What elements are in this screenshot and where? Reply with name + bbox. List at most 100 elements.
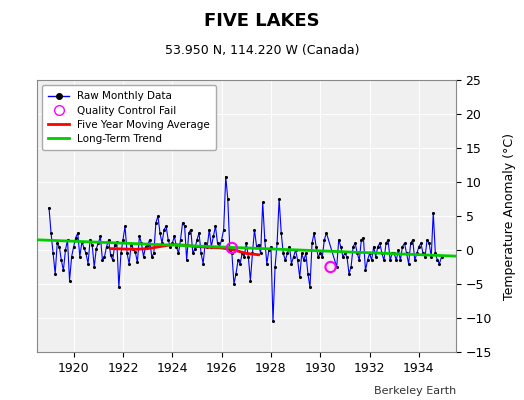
Point — [117, 250, 125, 257]
Point — [201, 240, 210, 246]
Point — [250, 226, 259, 233]
Point — [433, 257, 442, 263]
Point — [197, 250, 205, 257]
Point — [384, 237, 392, 243]
Point — [336, 243, 345, 250]
Point — [154, 213, 162, 219]
Point — [203, 243, 212, 250]
Point — [66, 278, 74, 284]
Point — [63, 237, 72, 243]
Point — [263, 260, 271, 267]
Point — [333, 264, 341, 270]
Point — [376, 240, 384, 246]
Point — [367, 257, 376, 263]
Point — [300, 257, 308, 263]
Point — [253, 243, 261, 250]
Point — [431, 250, 440, 257]
Point — [68, 254, 76, 260]
Point — [148, 254, 156, 260]
Point — [111, 241, 119, 248]
Point — [347, 264, 355, 270]
Point — [70, 243, 78, 250]
Point — [414, 243, 423, 250]
Text: 53.950 N, 114.220 W (Canada): 53.950 N, 114.220 W (Canada) — [165, 44, 359, 57]
Y-axis label: Temperature Anomaly (°C): Temperature Anomaly (°C) — [503, 132, 516, 300]
Point — [258, 199, 267, 206]
Point — [172, 243, 181, 250]
Point — [281, 257, 289, 263]
Point — [84, 260, 92, 267]
Point — [386, 257, 394, 263]
Point — [304, 270, 312, 277]
Point — [205, 226, 213, 233]
Point — [396, 257, 405, 263]
Point — [193, 237, 201, 243]
Point — [189, 250, 197, 257]
Point — [308, 240, 316, 246]
Point — [94, 240, 103, 246]
Legend: Raw Monthly Data, Quality Control Fail, Five Year Moving Average, Long-Term Tren: Raw Monthly Data, Quality Control Fail, … — [42, 85, 216, 150]
Point — [287, 260, 296, 267]
Point — [55, 243, 63, 250]
Point — [435, 260, 444, 267]
Point — [115, 284, 123, 290]
Point — [160, 226, 168, 233]
Point — [277, 230, 286, 236]
Point — [217, 237, 226, 243]
Point — [353, 250, 362, 257]
Point — [411, 257, 419, 263]
Point — [316, 250, 324, 257]
Point — [365, 250, 374, 257]
Point — [429, 210, 438, 216]
Point — [176, 237, 184, 243]
Point — [96, 233, 105, 240]
Point — [423, 237, 431, 243]
Point — [47, 230, 55, 236]
Point — [113, 239, 121, 245]
Point — [246, 278, 255, 284]
Point — [392, 257, 400, 263]
Point — [351, 240, 359, 246]
Point — [127, 241, 135, 248]
Point — [322, 230, 331, 236]
Point — [226, 247, 234, 253]
Point — [123, 250, 132, 257]
Point — [75, 254, 84, 260]
Point — [51, 270, 59, 277]
Point — [209, 233, 217, 240]
Point — [73, 230, 82, 236]
Point — [82, 250, 90, 257]
Point — [187, 226, 195, 233]
Point — [409, 237, 417, 243]
Point — [195, 230, 203, 236]
Point — [400, 240, 409, 246]
Point — [296, 274, 304, 280]
Point — [345, 270, 353, 277]
Point — [273, 240, 281, 246]
Point — [184, 230, 193, 236]
Point — [139, 254, 148, 260]
Point — [405, 260, 413, 267]
Point — [92, 246, 101, 252]
Point — [199, 260, 208, 267]
Point — [417, 240, 425, 246]
Point — [255, 241, 263, 248]
Point — [133, 259, 141, 266]
Point — [407, 240, 415, 246]
Point — [102, 243, 111, 250]
Point — [86, 237, 94, 243]
Point — [302, 250, 310, 257]
Point — [178, 220, 187, 226]
Point — [421, 254, 429, 260]
Point — [61, 247, 70, 253]
Point — [355, 257, 364, 263]
Point — [119, 237, 127, 243]
Point — [224, 196, 232, 202]
Point — [363, 257, 372, 263]
Point — [314, 254, 322, 260]
Point — [260, 237, 269, 243]
Point — [78, 239, 86, 245]
Point — [80, 245, 88, 251]
Point — [312, 243, 320, 250]
Point — [125, 260, 133, 267]
